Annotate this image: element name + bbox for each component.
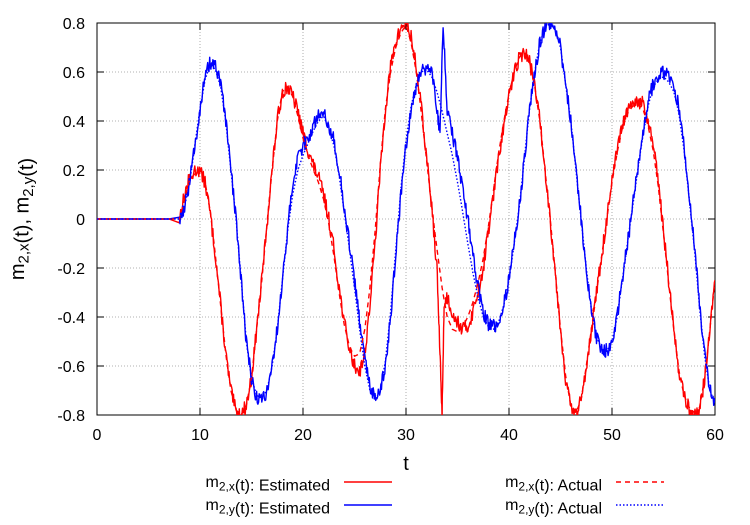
- x-tick-label: 40: [500, 427, 518, 444]
- y-tick-label: -0.6: [57, 359, 85, 376]
- y-tick-label: 0.4: [63, 114, 85, 131]
- x-tick-label: 20: [294, 427, 312, 444]
- legend-label: m2,x(t): Actual: [505, 474, 602, 495]
- y-axis-title: m2,x(t), m2,y(t): [7, 158, 38, 280]
- y-tick-label: -0.8: [57, 408, 85, 425]
- legend-label: m2,x(t): Estimated: [206, 474, 330, 495]
- x-tick-label: 60: [706, 427, 724, 444]
- legend-label: m2,y(t): Estimated: [206, 497, 330, 518]
- y-tick-label: 0.8: [63, 16, 85, 33]
- y-tick-label: 0.6: [63, 65, 85, 82]
- y-tick-label: 0.2: [63, 163, 85, 180]
- y-tick-label: -0.4: [57, 310, 85, 327]
- y-tick-label: 0: [76, 212, 85, 229]
- y-tick-label: -0.2: [57, 261, 85, 278]
- series-line-3: [97, 24, 715, 415]
- x-axis: 0 10 20 30 40 50 60: [93, 23, 724, 444]
- x-tick-label: 10: [191, 427, 209, 444]
- x-axis-title: t: [403, 453, 409, 475]
- x-tick-label: 50: [603, 427, 621, 444]
- legend-label: m2,y(t): Actual: [505, 497, 602, 518]
- x-tick-label: 0: [93, 427, 102, 444]
- y-axis: -0.8 -0.6 -0.4 -0.2 0 0.2 0.4 0.6 0.8: [57, 16, 715, 425]
- series-group: [97, 23, 715, 415]
- x-tick-label: 30: [397, 427, 415, 444]
- grid-lines: [97, 23, 715, 415]
